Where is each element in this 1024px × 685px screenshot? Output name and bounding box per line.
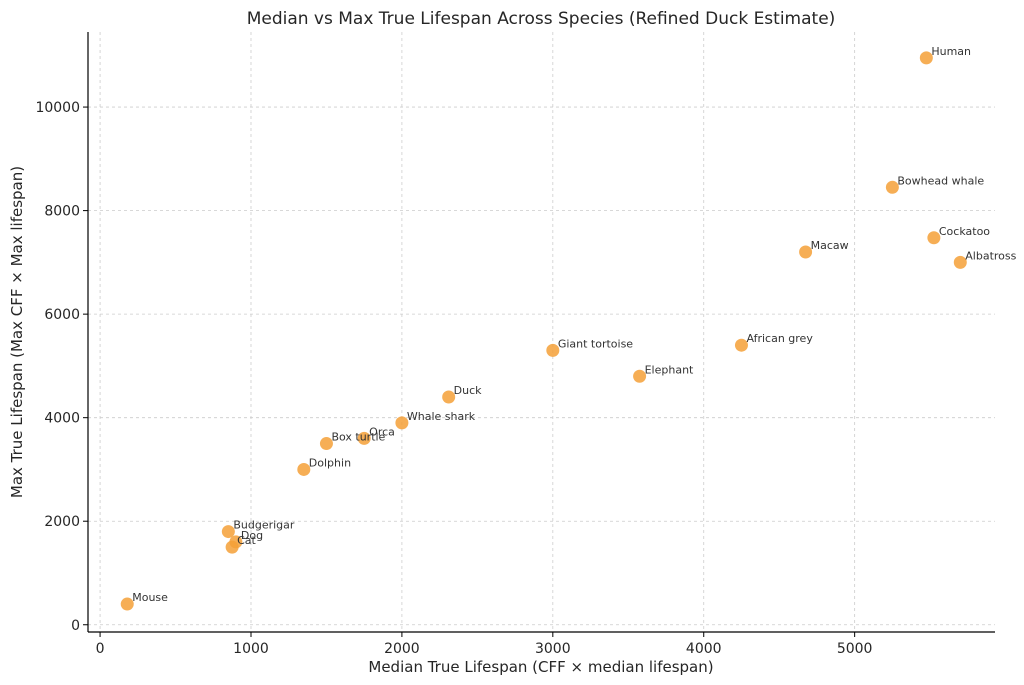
y-tick-label: 6000 bbox=[44, 307, 80, 323]
data-point-label: Budgerigar bbox=[233, 519, 295, 532]
y-tick-label: 2000 bbox=[44, 514, 80, 530]
x-tick-label: 5000 bbox=[837, 641, 873, 657]
y-ticks: 0 2000 4000 6000 8000 10000 bbox=[35, 100, 88, 634]
data-point-label: Albatross bbox=[965, 249, 1016, 262]
data-point bbox=[885, 180, 899, 194]
data-points bbox=[120, 51, 967, 611]
data-point-label: Human bbox=[931, 45, 971, 58]
data-point bbox=[799, 245, 813, 259]
data-point-label: Whale shark bbox=[407, 410, 476, 423]
data-point bbox=[357, 431, 371, 445]
data-point-label: Box turtle bbox=[331, 431, 385, 444]
data-point bbox=[297, 462, 311, 476]
data-point bbox=[319, 437, 333, 451]
data-point-label: Orca bbox=[369, 425, 395, 438]
x-tick-label: 4000 bbox=[686, 641, 722, 657]
data-point-label: Macaw bbox=[811, 239, 849, 252]
y-tick-label: 0 bbox=[71, 618, 80, 634]
data-point-label: Bowhead whale bbox=[897, 174, 984, 187]
data-point-label: Mouse bbox=[132, 591, 168, 604]
data-point-label: Duck bbox=[454, 384, 482, 397]
data-point bbox=[395, 416, 409, 430]
axes bbox=[87, 32, 995, 633]
grid bbox=[88, 32, 995, 632]
data-point bbox=[546, 343, 560, 357]
data-point-label: Dolphin bbox=[309, 456, 351, 469]
data-point bbox=[633, 369, 647, 383]
y-tick-label: 10000 bbox=[35, 100, 80, 116]
data-point-label: African grey bbox=[746, 332, 813, 345]
x-tick-label: 3000 bbox=[535, 641, 571, 657]
data-point bbox=[927, 231, 941, 245]
x-axis-label: Median True Lifespan (CFF × median lifes… bbox=[368, 658, 713, 676]
x-tick-label: 2000 bbox=[384, 641, 420, 657]
data-point-label: Giant tortoise bbox=[558, 337, 633, 350]
x-tick-label: 0 bbox=[96, 641, 105, 657]
data-point bbox=[225, 540, 239, 554]
data-point-label: Dog bbox=[241, 529, 263, 542]
y-tick-label: 8000 bbox=[44, 204, 80, 220]
chart-title: Median vs Max True Lifespan Across Speci… bbox=[247, 9, 836, 29]
data-point bbox=[120, 597, 134, 611]
x-tick-label: 1000 bbox=[233, 641, 269, 657]
x-ticks: 0 1000 2000 3000 4000 5000 bbox=[96, 632, 873, 657]
point-labels: Human Bowhead whale Cockatoo Macaw Albatross… bbox=[132, 45, 1016, 604]
y-tick-label: 4000 bbox=[44, 411, 80, 427]
y-axis-label: Max True Lifespan (Max CFF × Max lifespa… bbox=[8, 166, 26, 498]
data-point bbox=[734, 338, 748, 352]
data-point bbox=[442, 390, 456, 404]
data-point-label: Cat bbox=[237, 534, 256, 547]
data-point-label: Cockatoo bbox=[939, 225, 990, 238]
data-point bbox=[953, 255, 967, 269]
data-point-label: Elephant bbox=[645, 363, 694, 376]
data-point bbox=[919, 51, 933, 65]
data-point bbox=[221, 525, 235, 539]
